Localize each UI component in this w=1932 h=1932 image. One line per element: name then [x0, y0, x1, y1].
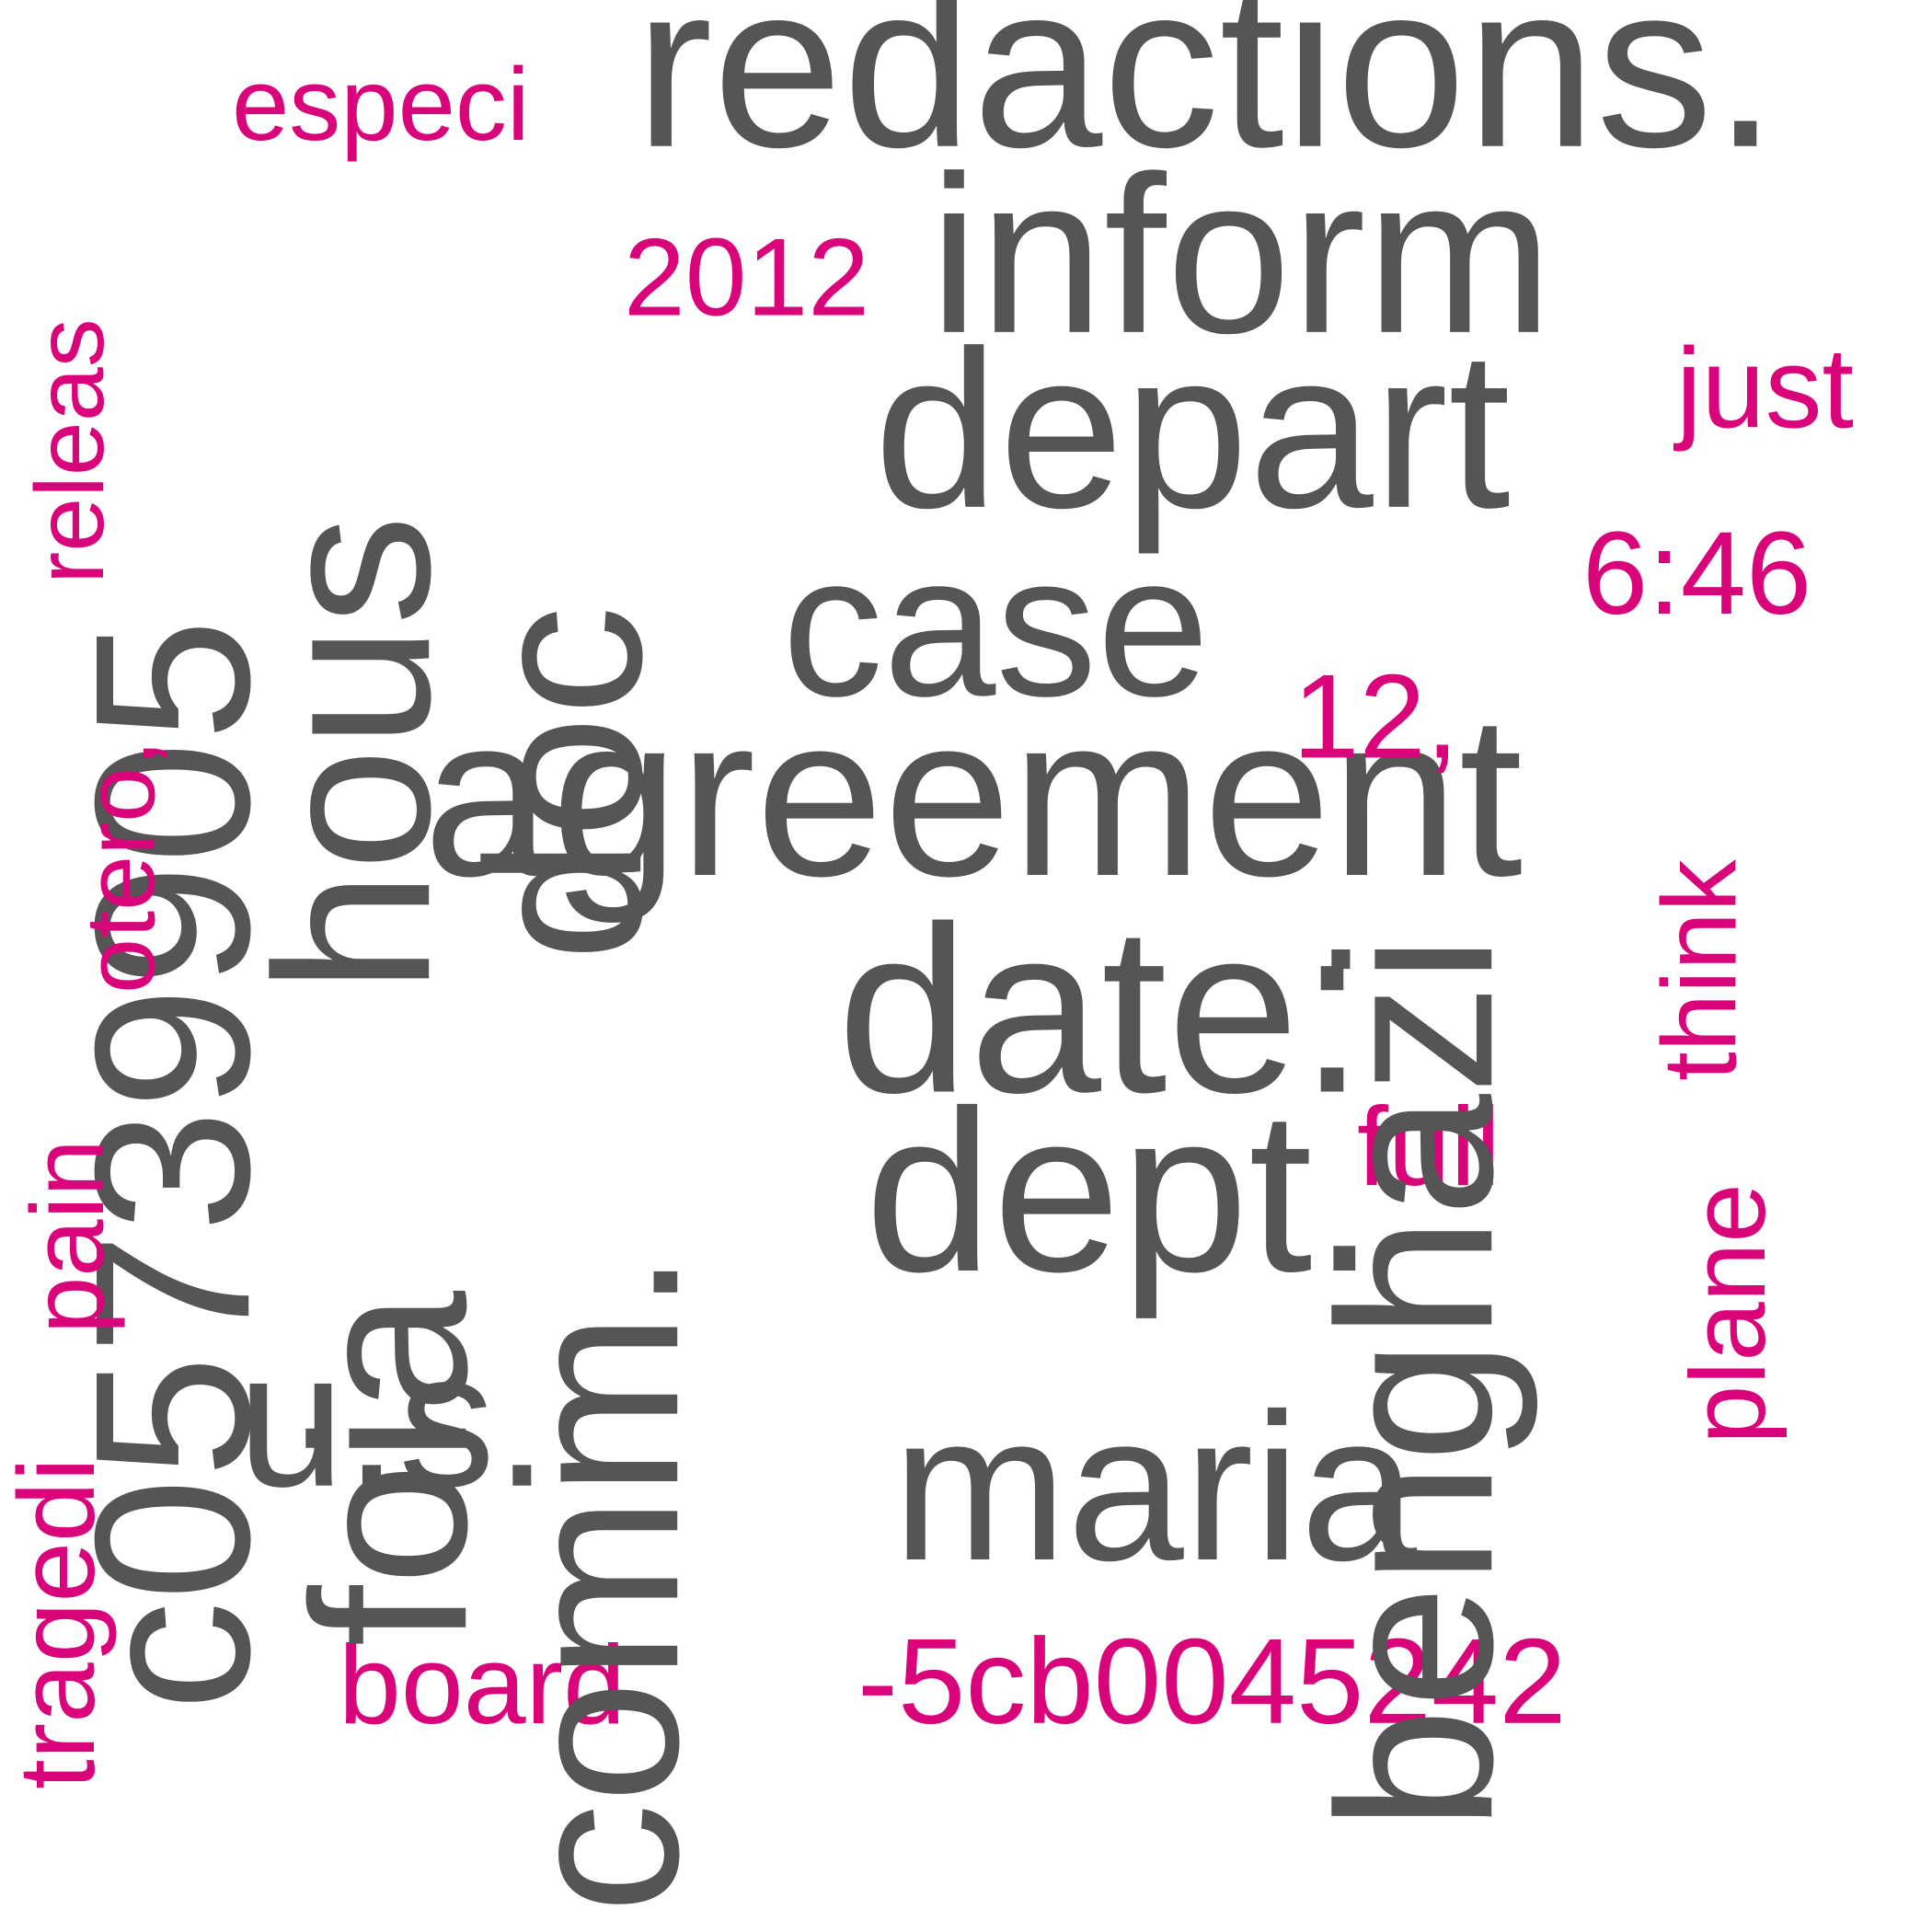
word-redactions: redactions.	[635, 0, 1778, 196]
word-doc: doc	[441, 605, 688, 961]
word-pain: pain	[10, 1139, 126, 1334]
word-think: think	[1641, 859, 1759, 1081]
word-dept: dept.	[865, 1063, 1377, 1319]
word-646: 6:46	[1582, 508, 1812, 640]
word-full: full	[1357, 1083, 1501, 1209]
word-2012: 2012	[624, 215, 869, 339]
word-foia: foia	[266, 1291, 513, 1647]
word-us: u.s.	[237, 1310, 549, 1527]
word-hous: hous	[229, 514, 477, 994]
word-just: just	[1676, 325, 1854, 453]
word-depart: depart	[874, 303, 1511, 555]
word-inform: inform	[929, 128, 1553, 380]
word-agreement: agreement	[423, 667, 1524, 924]
word-releas: releas	[16, 318, 125, 584]
word-case: case	[782, 512, 1210, 739]
word-especi: especi	[232, 47, 530, 163]
word-5cb0045242: -5cb0045242	[857, 1613, 1567, 1749]
word-tragedi: tragedi	[0, 1457, 119, 1789]
word-comm: comm.	[477, 1251, 725, 1914]
word-plane: plane	[1667, 1183, 1788, 1444]
word-board: board	[339, 1621, 627, 1747]
word-otero: otero,	[63, 739, 176, 994]
word-date: date:	[837, 876, 1365, 1143]
word-12: 12,	[1293, 649, 1459, 784]
word-maria: maria	[892, 1371, 1418, 1605]
word-benghazi: benghazi	[1292, 934, 1539, 1831]
